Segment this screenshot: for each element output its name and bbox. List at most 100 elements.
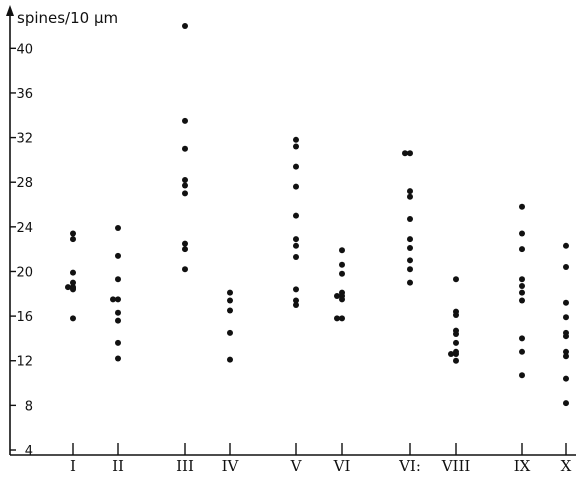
series-VIII xyxy=(448,276,459,364)
data-point xyxy=(293,236,299,243)
series-X xyxy=(563,242,569,407)
data-point xyxy=(519,372,525,379)
x-category-label: V xyxy=(290,457,303,475)
data-point xyxy=(407,257,413,264)
data-point xyxy=(293,163,299,170)
data-point xyxy=(339,261,345,268)
data-point xyxy=(227,297,233,304)
data-point xyxy=(115,355,121,362)
series-IX xyxy=(519,203,525,379)
data-point xyxy=(182,176,188,183)
data-point xyxy=(339,247,345,254)
y-axis-arrow xyxy=(6,5,14,16)
data-point xyxy=(407,266,413,273)
data-point xyxy=(293,297,299,304)
data-point xyxy=(563,299,569,306)
data-point xyxy=(407,236,413,243)
x-category-label: VI xyxy=(333,457,351,475)
data-point xyxy=(182,246,188,253)
data-point xyxy=(182,145,188,152)
y-tick-label: 16 xyxy=(16,310,33,325)
data-point xyxy=(182,190,188,197)
series-I xyxy=(65,230,76,322)
data-point xyxy=(563,314,569,321)
data-point xyxy=(70,236,76,243)
data-point xyxy=(519,246,525,253)
data-point xyxy=(115,339,121,346)
y-tick-label: 8 xyxy=(25,399,33,414)
data-points xyxy=(65,23,569,407)
series-IV xyxy=(227,289,233,363)
x-category-label: X xyxy=(561,457,572,475)
data-point xyxy=(519,335,525,342)
y-tick-label: 4 xyxy=(25,444,33,459)
y-axis-title: spines/10 μm xyxy=(17,9,118,27)
data-point xyxy=(115,252,121,259)
data-point xyxy=(293,136,299,143)
data-point xyxy=(182,23,188,29)
y-tick-label: 12 xyxy=(16,355,33,370)
data-point xyxy=(293,183,299,190)
data-point xyxy=(407,188,413,195)
data-point xyxy=(407,150,413,157)
x-category-label: I xyxy=(70,457,76,475)
data-point xyxy=(453,330,459,337)
y-tick-label: 28 xyxy=(16,176,33,191)
y-ticks: 4 8 12 16 20 24 28 32 36 40 xyxy=(10,42,33,459)
data-point xyxy=(115,309,121,316)
data-point xyxy=(339,315,345,322)
data-point xyxy=(453,348,459,355)
data-point xyxy=(453,311,459,318)
data-point xyxy=(70,286,76,293)
data-point xyxy=(519,282,525,289)
data-point xyxy=(70,269,76,276)
data-point xyxy=(293,143,299,150)
data-point xyxy=(407,245,413,252)
y-tick-label: 36 xyxy=(16,87,33,102)
data-point xyxy=(293,253,299,260)
series-VI xyxy=(334,247,345,322)
data-point xyxy=(70,279,76,286)
data-point xyxy=(334,293,340,300)
axes: spines/10 μm xyxy=(6,5,576,456)
data-point xyxy=(182,117,188,124)
data-point xyxy=(227,289,233,296)
data-point xyxy=(519,348,525,355)
data-point xyxy=(563,264,569,271)
data-point xyxy=(182,240,188,247)
series-II xyxy=(110,224,121,362)
data-point xyxy=(563,242,569,249)
data-point xyxy=(70,315,76,322)
data-point xyxy=(339,296,345,303)
data-point xyxy=(182,182,188,189)
series-III xyxy=(182,23,188,273)
data-point xyxy=(407,216,413,223)
data-point xyxy=(65,284,71,291)
series-VI: xyxy=(402,150,413,286)
x-category-label: VIII xyxy=(441,457,471,475)
data-point xyxy=(453,357,459,364)
data-point xyxy=(519,230,525,237)
y-tick-label: 40 xyxy=(16,42,33,57)
data-point xyxy=(519,289,525,296)
x-category-label: II xyxy=(112,457,124,475)
x-category-label: IX xyxy=(514,457,531,475)
data-point xyxy=(115,296,121,303)
data-point xyxy=(407,193,413,200)
data-point xyxy=(293,301,299,308)
y-tick-label: 32 xyxy=(16,132,33,147)
data-point xyxy=(563,375,569,382)
data-point xyxy=(563,333,569,340)
series-V xyxy=(293,136,299,308)
data-point xyxy=(227,307,233,314)
x-ticks: I II III IV V VI VI: VIII IX X xyxy=(70,443,572,475)
y-tick-label: 24 xyxy=(16,221,33,236)
data-point xyxy=(115,224,121,231)
y-tick-label: 20 xyxy=(16,265,33,280)
data-point xyxy=(182,266,188,273)
data-point xyxy=(293,286,299,293)
data-point xyxy=(519,276,525,283)
data-point xyxy=(563,348,569,355)
data-point xyxy=(563,353,569,360)
